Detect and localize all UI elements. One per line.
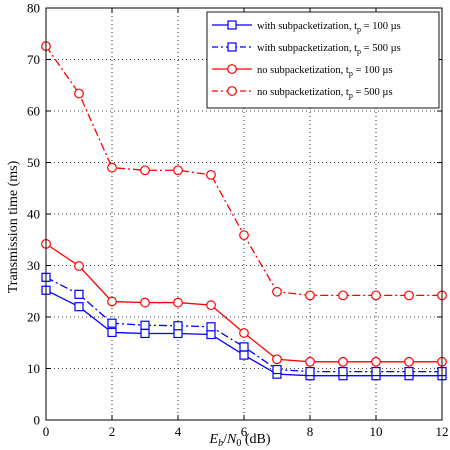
legend-label-tail: = 500 µs: [361, 43, 401, 54]
data-point: [371, 290, 381, 301]
legend-label-sub: p: [349, 91, 353, 100]
x-axis-title-e: E: [209, 432, 219, 447]
tick-layer: 0 2 4 6 8 10 12 0 10 20 30 40 50 60 70 80: [27, 1, 449, 440]
data-point: [206, 329, 216, 340]
legend-marker: [227, 64, 237, 74]
legend-label-sub: p: [349, 69, 353, 78]
x-tick-label: 4: [175, 424, 182, 439]
x-tick-label: 8: [307, 424, 314, 439]
x-axis-title-n-sub: 0: [236, 438, 241, 449]
legend-box: [206, 11, 440, 109]
data-point: [338, 356, 348, 367]
data-point: [239, 230, 249, 241]
legend-entry-1: with subpacketization, tp = 500 µs: [212, 42, 401, 56]
data-point: [239, 342, 249, 352]
series-2: [41, 238, 447, 367]
x-axis-title-n: N: [226, 432, 237, 447]
x-axis-title-e-sub: b: [218, 438, 223, 449]
data-point: [305, 366, 315, 377]
data-point: [338, 290, 348, 301]
legend-label: no subpacketization, tp = 100 µs: [257, 65, 393, 78]
legend-entry-0: with subpacketization, tp = 100 µs: [212, 20, 401, 34]
data-point: [140, 320, 150, 330]
y-tick-label: 20: [27, 310, 40, 325]
data-point: [206, 300, 216, 311]
legend-label-main: with subpacketization, t: [257, 43, 357, 54]
y-tick-label: 10: [27, 361, 40, 376]
legend-label-tail: = 100 µs: [353, 65, 393, 76]
legend-marker: [227, 42, 237, 52]
y-tick-label: 40: [27, 207, 40, 222]
y-axis-title: Transmission time (ms): [6, 160, 21, 293]
x-tick-label: 0: [43, 424, 50, 439]
data-point: [272, 286, 282, 297]
data-point: [173, 165, 183, 176]
data-point: [74, 289, 84, 299]
x-tick-label: 6: [241, 424, 248, 439]
data-point: [140, 297, 150, 308]
legend-label-sub: p: [357, 25, 361, 34]
data-point: [305, 356, 315, 367]
data-point: [272, 364, 282, 375]
data-point: [338, 366, 348, 377]
y-tick-label: 0: [34, 413, 41, 428]
data-point: [371, 366, 381, 377]
legend-entry-3: no subpacketization, tp = 500 µs: [212, 86, 393, 100]
legend-marker: [227, 86, 237, 96]
legend-label-main: with subpacketization, t: [257, 21, 357, 32]
data-point: [404, 356, 414, 367]
data-point: [107, 296, 117, 307]
series-layer: [41, 41, 447, 381]
data-point: [239, 328, 249, 338]
data-point: [140, 165, 150, 176]
data-point: [107, 162, 117, 173]
y-tick-label: 60: [27, 104, 40, 119]
data-point: [107, 318, 117, 328]
legend-label-main: no subpacketization, t: [257, 87, 349, 98]
legend-entry-2: no subpacketization, tp = 100 µs: [212, 64, 393, 78]
y-tick-label: 80: [27, 1, 40, 16]
legend-label-tail: = 100 µs: [361, 21, 401, 32]
data-point: [371, 356, 381, 367]
data-point: [173, 328, 183, 339]
data-point: [305, 290, 315, 301]
data-point: [173, 321, 183, 331]
data-point: [239, 350, 249, 360]
data-point: [272, 354, 282, 365]
y-tick-label: 30: [27, 258, 40, 273]
data-point: [404, 366, 414, 377]
data-point: [74, 88, 84, 99]
x-axis-title: Eb/N0 (dB): [209, 432, 271, 449]
data-point: [206, 322, 216, 332]
legend-label-main: no subpacketization, t: [257, 65, 349, 76]
data-point: [107, 327, 117, 338]
x-tick-label: 12: [436, 424, 449, 439]
y-tick-label: 50: [27, 155, 40, 170]
legend-label-sub: p: [357, 47, 361, 56]
legend-label: with subpacketization, tp = 100 µs: [257, 21, 401, 34]
data-point: [140, 328, 150, 339]
legend-marker: [227, 20, 237, 30]
series-1: [41, 272, 447, 377]
data-point: [206, 169, 216, 180]
legend-label: no subpacketization, tp = 500 µs: [257, 87, 393, 100]
x-tick-label: 2: [109, 424, 116, 439]
data-point: [74, 302, 84, 312]
x-tick-label: 10: [370, 424, 383, 439]
plot-frame: [45, 7, 443, 421]
data-point: [74, 261, 84, 271]
y-tick-label: 70: [27, 52, 40, 67]
legend-label-tail: = 500 µs: [353, 87, 393, 98]
x-axis-title-unit: (dB): [241, 432, 271, 447]
x-axis-title-slash: /: [223, 432, 227, 447]
legend-label: with subpacketization, tp = 500 µs: [257, 43, 401, 56]
data-point: [173, 297, 183, 308]
data-point: [404, 290, 414, 301]
